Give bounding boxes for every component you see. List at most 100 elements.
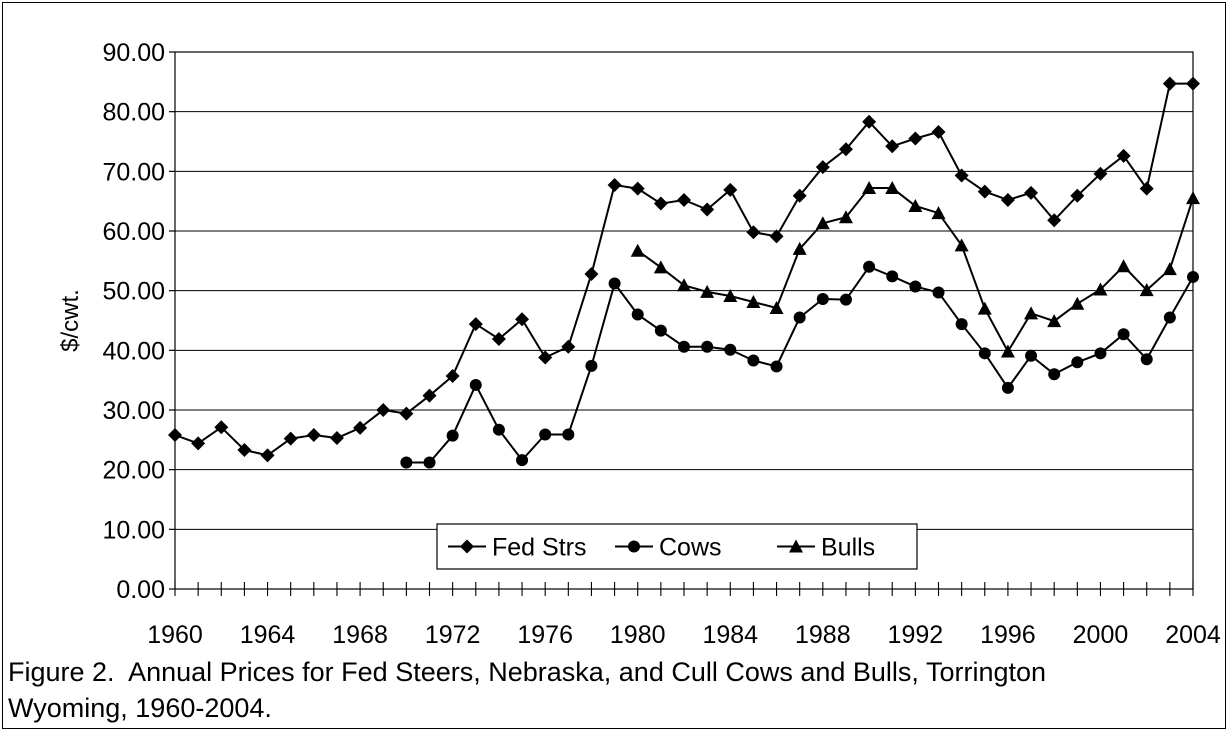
x-tick-label: 1996 (980, 621, 1036, 649)
data-point-diamond (700, 202, 715, 217)
x-tick-label: 1968 (332, 621, 388, 649)
x-tick-label: 2000 (1073, 621, 1129, 649)
data-point-diamond (491, 331, 506, 346)
data-point-circle (1025, 349, 1038, 362)
data-point-circle (1094, 347, 1107, 360)
data-point-diamond (1024, 185, 1039, 200)
data-point-diamond (237, 442, 252, 457)
data-point-circle (1187, 270, 1199, 283)
data-point-diamond (353, 420, 368, 435)
data-point-diamond (1116, 148, 1131, 163)
y-tick-label: 10.00 (102, 516, 165, 544)
y-tick-label: 40.00 (102, 337, 165, 365)
caption-line-1: Figure 2. Annual Prices for Fed Steers, … (8, 657, 1047, 687)
y-tick-label: 80.00 (102, 99, 165, 127)
data-point-triangle (769, 300, 784, 314)
data-point-diamond (723, 182, 738, 197)
legend-label: Fed Strs (492, 534, 586, 562)
data-point-diamond (283, 431, 298, 446)
y-tick-label: 50.00 (102, 278, 165, 306)
caption-line-2: Wyoming, 1960-2004. (8, 693, 272, 723)
legend-item-cows: Cows (615, 534, 722, 562)
data-point-circle (1048, 368, 1061, 381)
data-point-triangle (1093, 282, 1108, 296)
data-point-circle (886, 270, 899, 283)
data-point-circle (562, 428, 575, 441)
data-point-circle (1001, 381, 1014, 394)
y-tick-label: 0.00 (116, 576, 165, 604)
data-point-triangle (931, 206, 946, 220)
data-point-diamond (422, 388, 437, 403)
series-fed-strs (168, 76, 1200, 463)
data-point-diamond (376, 403, 391, 417)
data-point-triangle (1070, 296, 1085, 310)
x-tick-label: 1964 (240, 621, 296, 649)
data-point-circle (839, 293, 852, 306)
data-point-triangle (1162, 262, 1177, 276)
data-point-triangle (677, 278, 691, 292)
y-tick-label: 20.00 (102, 457, 165, 485)
data-point-circle (492, 423, 505, 436)
y-tick-label: 30.00 (102, 397, 165, 425)
data-point-diamond (538, 350, 553, 365)
data-point-circle (770, 360, 783, 373)
data-point-diamond (260, 448, 275, 463)
data-point-triangle (746, 295, 761, 309)
y-tick-label: 60.00 (102, 218, 165, 246)
data-point-circle (585, 359, 598, 372)
data-point-diamond (862, 114, 877, 129)
data-point-circle (701, 340, 714, 353)
data-point-diamond (630, 181, 645, 196)
data-point-circle (1117, 328, 1130, 341)
axes: 0.00 10.00 20.00 30.00 40.00 50.00 60.00 70.00 8… (57, 39, 1221, 649)
x-tick-label: 1988 (795, 621, 851, 649)
data-point-circle (724, 343, 737, 356)
data-point-circle (932, 286, 945, 299)
data-point-triangle (954, 238, 969, 252)
gridlines (174, 51, 1194, 590)
data-point-diamond (746, 225, 761, 240)
series-bulls (630, 181, 1200, 358)
data-point-circle (608, 277, 621, 290)
data-point-circle (1140, 353, 1153, 366)
data-point-diamond (214, 420, 229, 435)
data-point-diamond (677, 192, 691, 207)
data-point-diamond (1093, 166, 1108, 181)
data-point-circle (516, 454, 529, 467)
data-point-diamond (584, 266, 599, 281)
legend-label: Cows (659, 534, 722, 562)
series-cows (400, 260, 1199, 469)
y-tick-label: 90.00 (102, 39, 165, 67)
data-point-diamond (838, 142, 853, 157)
data-point-diamond (460, 539, 474, 554)
x-tick-label: 2004 (1165, 621, 1221, 649)
data-point-circle (955, 318, 968, 331)
x-tick-label: 1984 (702, 621, 758, 649)
data-point-circle (1071, 356, 1084, 369)
data-point-triangle (630, 243, 645, 257)
data-point-triangle (885, 181, 900, 195)
data-point-diamond (1000, 192, 1015, 207)
legend: Fed Strs Cows Bulls (436, 523, 918, 570)
data-point-circle (816, 293, 829, 306)
data-point-diamond (653, 196, 668, 211)
data-point-triangle (1024, 306, 1039, 320)
data-point-diamond (561, 339, 576, 354)
data-point-diamond (1047, 213, 1062, 228)
data-point-triangle (1186, 191, 1200, 205)
legend-box (436, 523, 918, 570)
data-point-diamond (1139, 181, 1154, 196)
data-point-diamond (168, 428, 182, 443)
data-point-diamond (885, 139, 900, 154)
data-point-diamond (445, 368, 460, 383)
x-tick-label: 1980 (610, 621, 666, 649)
data-point-triangle (700, 284, 715, 298)
data-point-diamond (607, 178, 622, 193)
data-point-triangle (862, 181, 877, 195)
data-point-circle (747, 354, 760, 367)
x-tick-label: 1992 (888, 621, 944, 649)
data-point-triangle (838, 210, 853, 224)
data-point-circle (631, 308, 644, 321)
data-point-triangle (815, 216, 830, 230)
